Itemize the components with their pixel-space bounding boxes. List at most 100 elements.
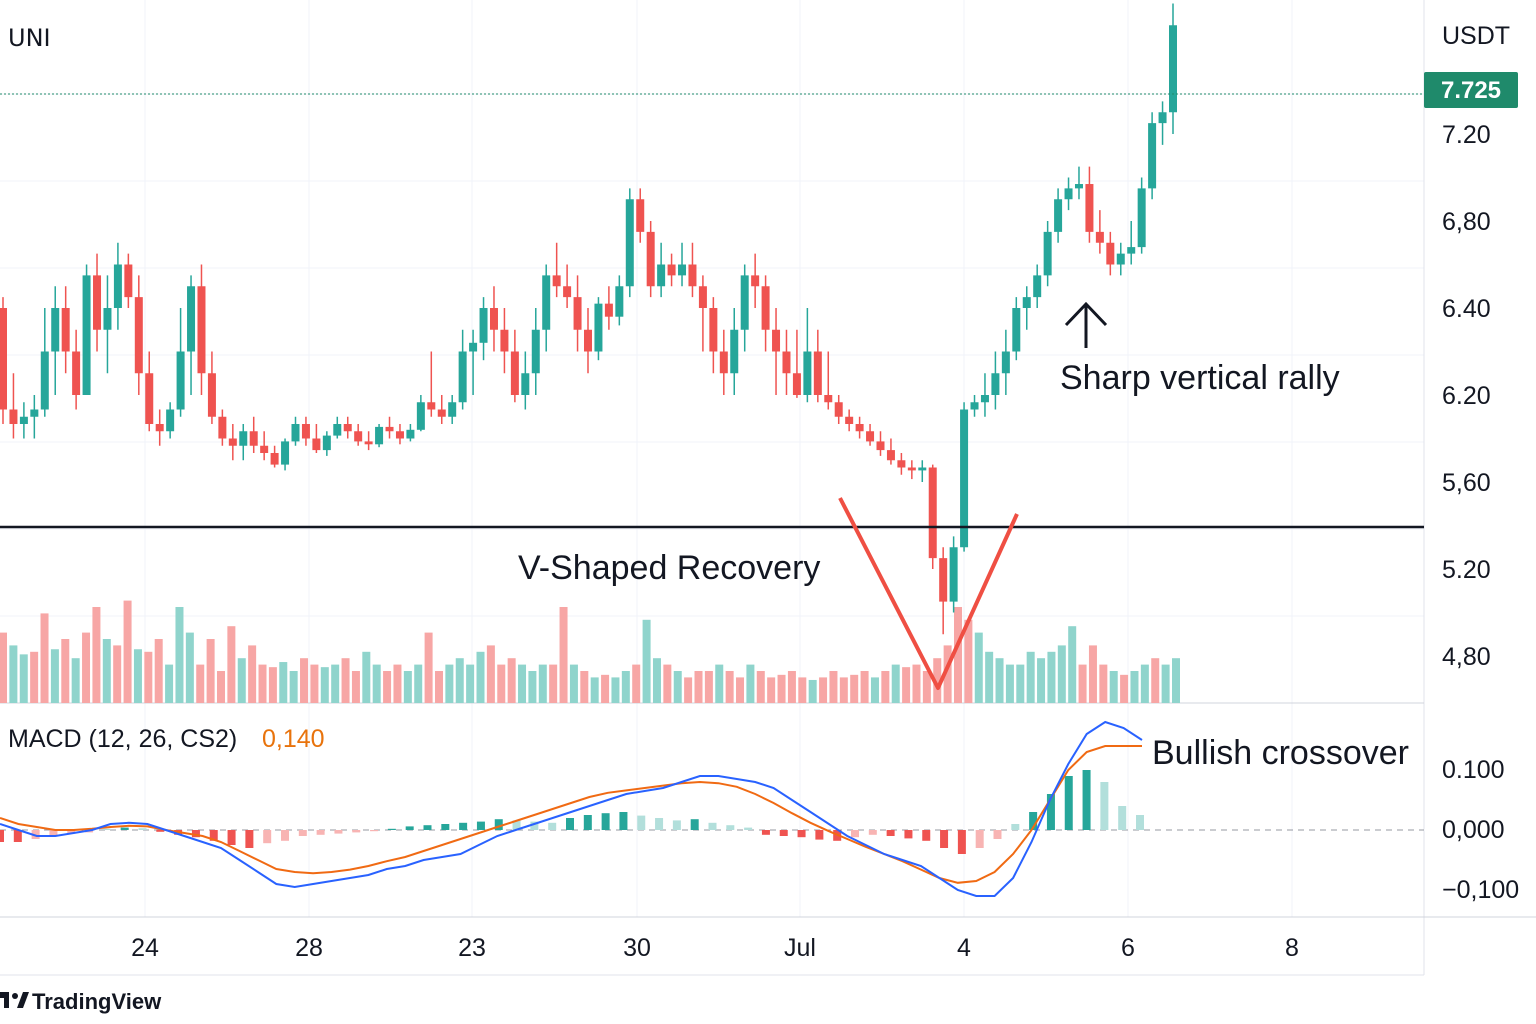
macd-histogram-bar xyxy=(761,830,770,835)
volume-bar xyxy=(258,664,267,703)
candle xyxy=(113,242,122,330)
volume-bar xyxy=(393,664,402,703)
volume-bar xyxy=(715,664,724,703)
price-tick-label: 5.20 xyxy=(1442,556,1491,584)
candle xyxy=(991,351,1000,410)
candle xyxy=(166,402,175,439)
time-axis[interactable]: 24 28 23 30 Jul 4 6 8 xyxy=(131,934,1299,962)
volume-bar xyxy=(1047,651,1056,703)
candle xyxy=(1116,242,1125,276)
macd-title[interactable]: MACD (12, 26, CS2) xyxy=(8,725,237,753)
time-tick-label: 8 xyxy=(1285,934,1299,962)
volume-bar xyxy=(569,664,578,703)
candle xyxy=(667,253,676,287)
macd-histogram-bar xyxy=(31,830,40,839)
candle xyxy=(322,431,331,456)
price-tick-label: 6.40 xyxy=(1442,295,1491,323)
candle xyxy=(521,351,530,410)
candle xyxy=(437,395,446,424)
candle xyxy=(782,329,791,395)
candle xyxy=(886,438,895,465)
volume-bar xyxy=(424,632,433,703)
candle xyxy=(657,242,666,298)
candle xyxy=(709,297,718,374)
candle xyxy=(270,445,279,468)
candle xyxy=(1001,329,1010,395)
macd-histogram-bar xyxy=(1100,782,1109,830)
volume-bar xyxy=(372,664,381,703)
candle xyxy=(19,402,28,439)
volume-bar xyxy=(30,651,39,703)
candle xyxy=(103,275,112,374)
candle xyxy=(615,275,624,326)
candle xyxy=(1095,210,1104,254)
candle xyxy=(260,431,269,461)
volume-bar xyxy=(383,671,392,703)
volume-bar xyxy=(279,662,288,703)
macd-histogram-bar xyxy=(441,824,450,830)
volume-bar xyxy=(632,664,641,703)
time-tick-label: 30 xyxy=(623,934,651,962)
macd-histogram-bar xyxy=(690,819,699,830)
macd-histogram-bar xyxy=(619,812,628,830)
volume-bar xyxy=(746,664,755,703)
macd-histogram-bar xyxy=(138,828,147,830)
symbol-label[interactable]: UNI xyxy=(8,24,51,52)
volume-bar xyxy=(61,639,70,703)
candle xyxy=(134,275,143,395)
macd-histogram-bar xyxy=(370,830,379,832)
candle xyxy=(375,424,384,448)
macd-histogram-bar xyxy=(263,830,272,844)
volume-bar xyxy=(736,677,745,703)
volume-bar xyxy=(1130,671,1139,703)
macd-histogram-bar xyxy=(423,825,432,830)
volume-bar xyxy=(767,677,776,703)
volume-bar xyxy=(601,674,610,703)
volume-bar xyxy=(1172,658,1180,703)
candle xyxy=(187,275,196,395)
macd-histogram-bar xyxy=(352,830,361,833)
macd-histogram-bar xyxy=(1011,824,1020,830)
volume-bar xyxy=(300,658,309,703)
macd-value: 0,140 xyxy=(262,725,325,753)
candle xyxy=(625,188,634,298)
candle xyxy=(291,416,300,446)
volume-bar xyxy=(196,664,205,703)
volume-bar xyxy=(881,671,890,703)
macd-histogram-bar xyxy=(1029,812,1038,830)
macd-histogram-bar xyxy=(672,820,681,830)
candle xyxy=(1148,112,1157,200)
candle xyxy=(573,275,582,352)
macd-histogram-bar xyxy=(530,821,539,830)
price-axis[interactable]: 7.20 6,80 6.40 6.20 5,60 5.20 4,80 xyxy=(1442,121,1491,671)
rally-label: Sharp vertical rally xyxy=(1060,359,1340,397)
candle xyxy=(354,424,363,446)
volume-bar xyxy=(808,679,817,703)
volume-bar xyxy=(621,671,630,703)
volume-bar xyxy=(331,664,340,703)
macd-histogram-bar xyxy=(708,822,717,830)
volume-bar xyxy=(559,607,568,703)
price-tick-label: 5,60 xyxy=(1442,469,1491,497)
volume-bar xyxy=(237,658,246,703)
volume-bar xyxy=(1140,664,1149,703)
volume-bar xyxy=(1109,671,1118,703)
candle xyxy=(312,424,321,453)
volume-bar xyxy=(1120,674,1129,703)
volume-bar xyxy=(123,600,132,703)
candle xyxy=(949,536,958,613)
candle xyxy=(40,308,49,417)
time-tick-label: 23 xyxy=(458,934,486,962)
volume-bar xyxy=(528,671,537,703)
candle xyxy=(928,464,937,569)
volume-bar xyxy=(414,664,423,703)
tradingview-logo[interactable]: TradingView xyxy=(0,989,162,1014)
candle xyxy=(813,329,822,403)
last-price-tag: 7.725 xyxy=(1424,72,1518,108)
time-tick-label: 4 xyxy=(957,934,971,962)
candle xyxy=(124,253,133,308)
volume-bar xyxy=(839,677,848,703)
volume-bar xyxy=(1057,645,1066,703)
volume-bar xyxy=(787,671,796,703)
